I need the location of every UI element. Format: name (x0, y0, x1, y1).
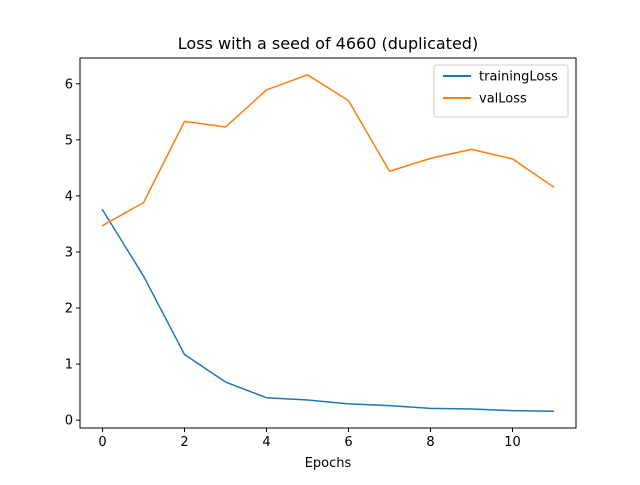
y-tick-label: 2 (65, 302, 73, 317)
chart-title: Loss with a seed of 4660 (duplicated) (178, 34, 478, 53)
legend-label-valLoss: valLoss (479, 92, 527, 107)
x-tick-label: 10 (504, 435, 521, 450)
y-tick-label: 4 (65, 189, 73, 204)
x-tick-label: 2 (180, 435, 188, 450)
x-tick-label: 4 (262, 435, 270, 450)
x-tick-label: 0 (98, 435, 106, 450)
legend-label-trainingLoss: trainingLoss (479, 70, 558, 85)
y-tick-label: 6 (65, 77, 73, 92)
x-tick-label: 8 (426, 435, 434, 450)
y-tick-label: 0 (65, 414, 73, 429)
y-tick-label: 3 (65, 245, 73, 260)
y-tick-label: 1 (65, 358, 73, 373)
x-axis-label: Epochs (305, 456, 352, 471)
x-tick-label: 6 (344, 435, 352, 450)
legend: trainingLoss valLoss (434, 65, 568, 117)
y-tick-label: 5 (65, 133, 73, 148)
